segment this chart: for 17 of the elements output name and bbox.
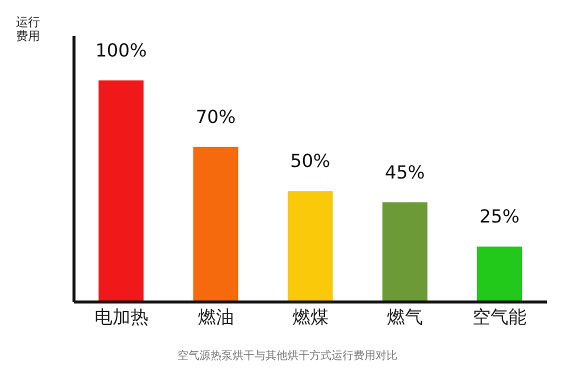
x-tick-label: 燃油 xyxy=(198,306,234,328)
bar xyxy=(382,202,428,302)
bar xyxy=(288,191,333,302)
bar xyxy=(476,246,522,302)
data-label: 70% xyxy=(196,106,236,128)
data-label: 25% xyxy=(479,206,520,228)
data-label: 50% xyxy=(290,151,330,172)
bar xyxy=(98,80,144,302)
data-label: 45% xyxy=(384,162,425,184)
x-tick-label: 燃煤 xyxy=(292,306,328,328)
data-label: 100% xyxy=(95,40,147,62)
x-tick-label: 燃气 xyxy=(387,306,424,328)
y-axis-title: 运行费用 xyxy=(16,15,40,43)
bar xyxy=(193,146,238,302)
x-tick-label: 电加热 xyxy=(94,306,148,328)
text: 空气源热泵烘干与其他烘干方式运行费用对比 xyxy=(176,348,398,363)
x-tick-label: 空气能 xyxy=(472,306,527,328)
